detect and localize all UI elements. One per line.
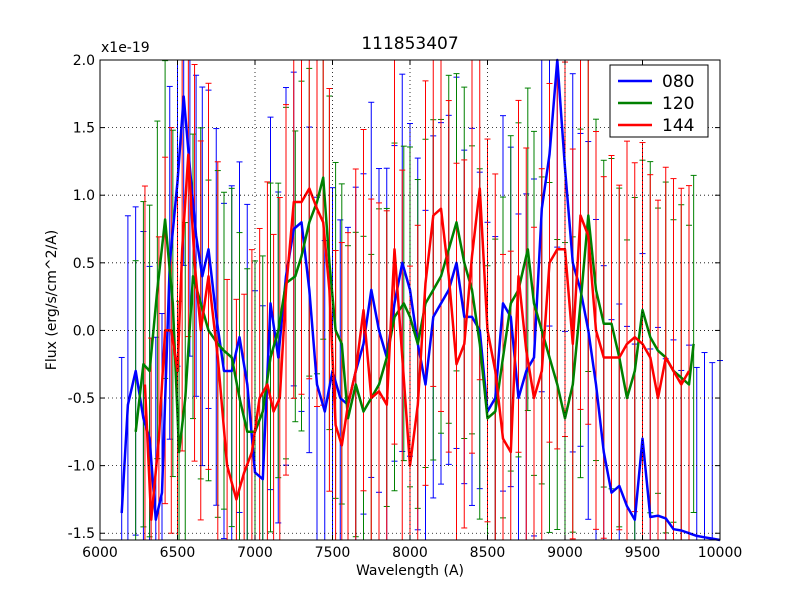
y-tick-label: 0.0 — [73, 323, 95, 339]
legend-label-144: 144 — [662, 116, 694, 136]
series-line-080 — [120, 58, 721, 542]
y-scale-label: x1e-19 — [101, 40, 150, 56]
x-tick-label: 7500 — [315, 545, 351, 561]
x-axis-title: Wavelength (A) — [356, 563, 464, 579]
x-tick-label: 9500 — [625, 545, 661, 561]
y-tick-label: 1.0 — [73, 188, 95, 204]
y-tick-label: 0.5 — [73, 256, 95, 272]
tick-layer: 6000 6500 7000 7500 8000 8500 9000 9500 10000 -1.… — [68, 53, 743, 561]
x-tick-label: 9000 — [547, 545, 583, 561]
x-tick-label: 8000 — [392, 545, 428, 561]
y-tick-label: -0.5 — [68, 391, 95, 407]
chart-title: 111853407 — [361, 34, 458, 54]
x-tick-label: 10000 — [698, 545, 743, 561]
x-tick-label: 8500 — [470, 545, 506, 561]
y-tick-label: -1.0 — [68, 459, 95, 475]
x-tick-label: 6000 — [82, 545, 118, 561]
y-tick-label: -1.5 — [68, 526, 95, 542]
y-tick-label: 2.0 — [73, 53, 95, 69]
legend-label-080: 080 — [662, 72, 694, 92]
y-tick-label: 1.5 — [73, 121, 95, 137]
y-axis-title: Flux (erg/s/cm^2/A) — [44, 230, 60, 370]
legend-label-120: 120 — [662, 94, 694, 114]
x-tick-label: 6500 — [160, 545, 196, 561]
grid-layer — [100, 60, 720, 540]
x-tick-label: 7000 — [237, 545, 273, 561]
series-line-144 — [143, 153, 691, 521]
